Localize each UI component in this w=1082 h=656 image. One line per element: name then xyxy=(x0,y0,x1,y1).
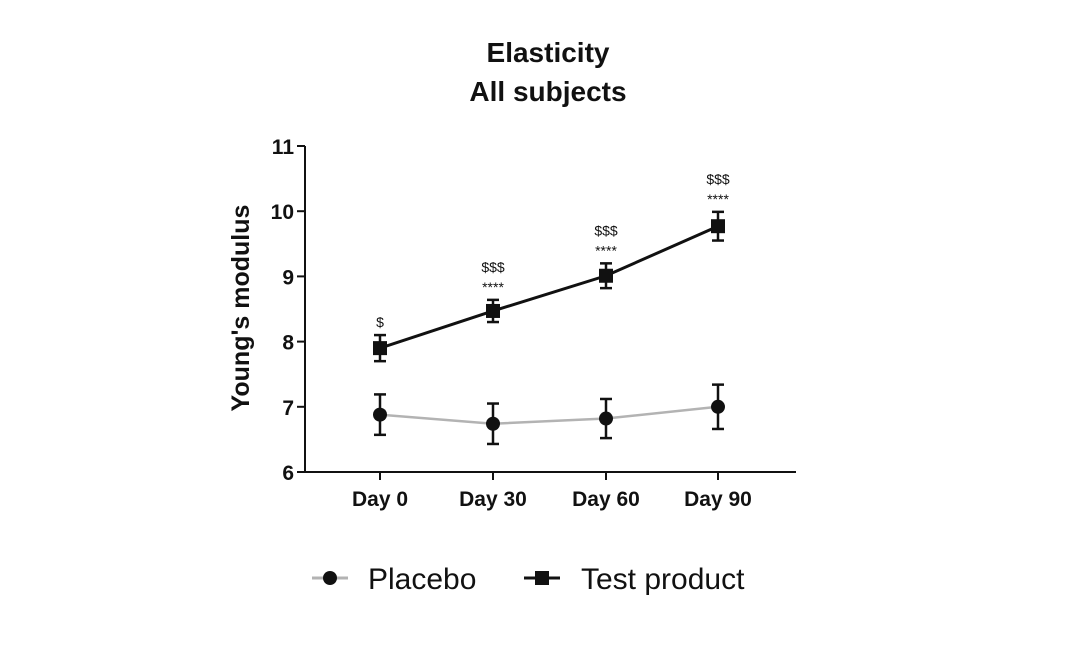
data-point xyxy=(373,341,387,356)
data-point xyxy=(599,268,613,283)
series-layer xyxy=(373,210,725,446)
y-tick-label: 9 xyxy=(282,266,294,289)
significance-annotations: $$$$****$$$****$$$**** xyxy=(376,171,730,330)
legend-label: Test product xyxy=(581,563,745,596)
y-axis-label: Young's modulus xyxy=(227,205,255,412)
significance-label: $$$ xyxy=(481,259,505,275)
legend-item-test-product: Test product xyxy=(524,563,745,596)
x-tick-label: Day 60 xyxy=(572,488,640,511)
x-tick-label: Day 0 xyxy=(352,488,408,511)
chart-title: Elasticity All subjects xyxy=(469,37,626,107)
legend-item-placebo: Placebo xyxy=(312,563,476,596)
series-line xyxy=(379,405,719,426)
y-tick-label: 6 xyxy=(282,462,294,485)
y-tick-label: 10 xyxy=(271,201,294,224)
data-point xyxy=(373,407,387,422)
x-tick-label: Day 30 xyxy=(459,488,527,511)
series-placebo xyxy=(373,383,725,446)
series-line xyxy=(379,224,719,350)
data-point xyxy=(711,219,725,234)
legend-label: Placebo xyxy=(368,563,476,596)
series-test-product xyxy=(373,210,725,363)
significance-label: **** xyxy=(482,279,504,295)
chart-title-line-1: Elasticity xyxy=(487,37,610,68)
data-point xyxy=(711,399,725,414)
significance-label: **** xyxy=(595,242,617,258)
y-tick-label: 11 xyxy=(272,136,295,159)
data-point xyxy=(599,411,613,426)
y-tick-label: 8 xyxy=(282,332,294,355)
significance-label: $$$ xyxy=(594,222,618,238)
legend-marker xyxy=(535,571,549,585)
significance-label: **** xyxy=(707,191,729,207)
y-tick-label: 7 xyxy=(282,397,294,420)
x-tick-label: Day 90 xyxy=(684,488,752,511)
data-point xyxy=(486,416,500,431)
axes: 6 7 8 9 10 11 Day 0 Day 30 Day 60 Day 90 xyxy=(271,136,796,511)
significance-label: $$$ xyxy=(706,171,730,187)
data-point xyxy=(486,303,500,318)
legend-marker xyxy=(323,571,337,585)
legend: Placebo Test product xyxy=(312,563,745,596)
chart-title-line-2: All subjects xyxy=(469,76,626,107)
significance-label: $ xyxy=(376,314,384,330)
